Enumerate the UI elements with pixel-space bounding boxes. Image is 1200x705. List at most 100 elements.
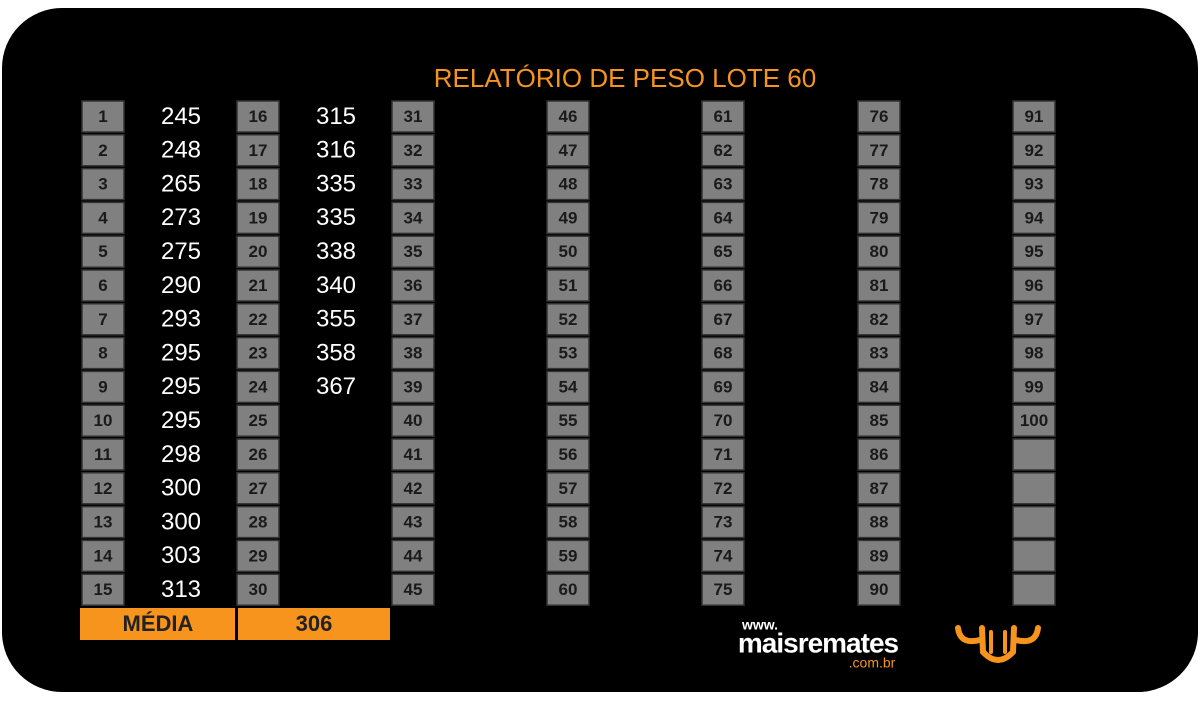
average-label: MÉDIA [123, 611, 194, 636]
lot-number: 20 [249, 242, 268, 261]
lot-number: 32 [404, 141, 423, 160]
lot-number: 75 [714, 580, 733, 599]
number-cell [701, 336, 745, 370]
number-cell [81, 573, 125, 606]
number-cell [391, 167, 435, 201]
lot-weight: 245 [161, 103, 201, 130]
number-cell [1012, 370, 1056, 404]
lot-number: 11 [94, 445, 112, 464]
number-cell [546, 167, 590, 201]
lot-number: 3 [98, 175, 107, 194]
lot-number: 12 [94, 479, 113, 498]
average-value: 306 [296, 611, 333, 636]
number-cell [546, 235, 590, 268]
lot-number: 15 [94, 580, 113, 599]
lot-number: 46 [559, 107, 578, 126]
number-cell [546, 472, 590, 505]
lot-number: 95 [1025, 242, 1044, 261]
number-cell [236, 167, 280, 201]
number-cell [1012, 269, 1056, 302]
lot-number: 4 [98, 208, 108, 227]
lot-number: 64 [714, 208, 733, 227]
number-cell [391, 438, 435, 471]
lot-weight: 367 [316, 373, 356, 400]
number-cell [81, 370, 125, 404]
logo-icon [955, 625, 1041, 663]
number-cell [236, 472, 280, 505]
number-cell [1012, 505, 1056, 539]
number-cell [81, 539, 125, 573]
number-cell [701, 235, 745, 268]
number-cell [857, 201, 901, 235]
lot-number: 65 [714, 242, 733, 261]
number-cell [857, 404, 901, 437]
lot-number: 100 [1020, 411, 1048, 430]
number-cell [546, 438, 590, 471]
number-cell [701, 100, 745, 133]
number-cell [701, 539, 745, 573]
lot-number: 77 [870, 141, 889, 160]
lot-number: 59 [559, 546, 578, 565]
lot-number: 6 [98, 276, 107, 295]
lot-weight: 340 [316, 272, 356, 299]
lot-number: 48 [559, 175, 578, 194]
lot-number: 68 [714, 344, 733, 363]
lot-number: 89 [870, 546, 889, 565]
lot-number: 79 [870, 208, 889, 227]
number-cell [701, 573, 745, 606]
number-cell [81, 404, 125, 437]
number-cell [236, 235, 280, 268]
lot-number: 91 [1025, 107, 1044, 126]
lot-weight: 273 [161, 204, 201, 231]
number-cell [546, 370, 590, 404]
number-cell [391, 336, 435, 370]
lot-weight: 293 [161, 306, 201, 333]
lot-weight: 275 [161, 238, 201, 265]
number-cell [546, 336, 590, 370]
lot-number: 54 [559, 377, 578, 396]
number-cell [236, 370, 280, 404]
number-cell [81, 472, 125, 505]
number-cell [1012, 201, 1056, 235]
number-cell [81, 100, 125, 133]
lot-number: 33 [404, 175, 423, 194]
number-cell [857, 472, 901, 505]
lot-number: 36 [404, 276, 423, 295]
lot-number: 84 [870, 377, 889, 396]
lot-number: 39 [404, 377, 423, 396]
number-cell [81, 505, 125, 539]
lot-weight: 358 [316, 339, 356, 366]
lot-weight: 295 [161, 373, 201, 400]
lot-weight: 303 [161, 542, 201, 569]
lot-weight: 315 [316, 103, 356, 130]
lot-weight: 316 [316, 137, 356, 164]
lot-number: 21 [249, 276, 268, 295]
lot-number: 62 [714, 141, 733, 160]
lot-number: 83 [870, 344, 889, 363]
number-cell [391, 404, 435, 437]
number-cell [1012, 303, 1056, 336]
number-cell [81, 269, 125, 302]
lot-number: 81 [870, 276, 889, 295]
number-cell [546, 100, 590, 133]
number-cell [81, 201, 125, 235]
lot-number: 96 [1025, 276, 1044, 295]
lot-number: 29 [249, 546, 268, 565]
lot-number: 2 [98, 141, 107, 160]
lot-number: 23 [249, 344, 268, 363]
number-cell [236, 134, 280, 167]
number-cell [701, 269, 745, 302]
number-cell [391, 100, 435, 133]
number-cell [1012, 539, 1056, 573]
lot-number: 10 [94, 411, 113, 430]
number-cell [701, 472, 745, 505]
number-cell [701, 404, 745, 437]
lot-number: 58 [559, 513, 578, 532]
lot-number: 63 [714, 175, 733, 194]
number-cell [236, 539, 280, 573]
lot-number: 24 [249, 377, 268, 396]
lot-number: 5 [98, 242, 107, 261]
lot-number: 70 [714, 411, 733, 430]
